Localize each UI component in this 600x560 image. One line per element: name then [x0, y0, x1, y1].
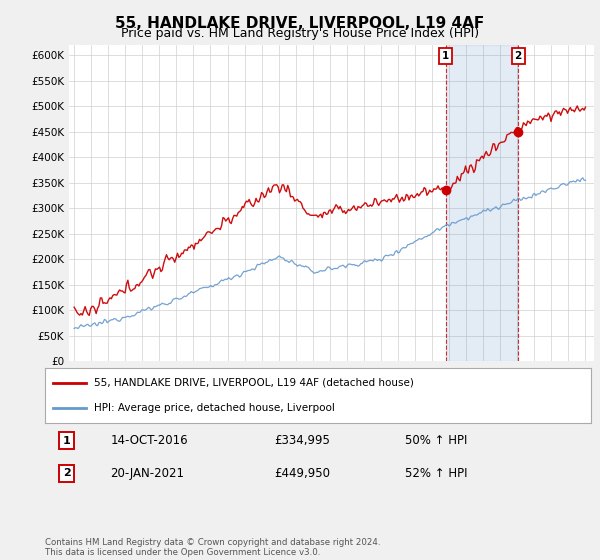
Text: 1: 1 — [63, 436, 71, 446]
Text: 1: 1 — [442, 51, 449, 61]
Text: 55, HANDLAKE DRIVE, LIVERPOOL, L19 4AF (detached house): 55, HANDLAKE DRIVE, LIVERPOOL, L19 4AF (… — [94, 378, 414, 388]
Text: 52% ↑ HPI: 52% ↑ HPI — [406, 467, 468, 480]
Bar — [446, 45, 518, 361]
Text: 50% ↑ HPI: 50% ↑ HPI — [406, 434, 468, 447]
Text: 55, HANDLAKE DRIVE, LIVERPOOL, L19 4AF: 55, HANDLAKE DRIVE, LIVERPOOL, L19 4AF — [115, 16, 485, 31]
Text: 2: 2 — [515, 51, 522, 61]
Text: £449,950: £449,950 — [274, 467, 331, 480]
Text: Contains HM Land Registry data © Crown copyright and database right 2024.
This d: Contains HM Land Registry data © Crown c… — [45, 538, 380, 557]
Text: 20-JAN-2021: 20-JAN-2021 — [110, 467, 185, 480]
Text: 14-OCT-2016: 14-OCT-2016 — [110, 434, 188, 447]
Text: 2: 2 — [63, 468, 71, 478]
Text: Price paid vs. HM Land Registry's House Price Index (HPI): Price paid vs. HM Land Registry's House … — [121, 27, 479, 40]
Text: £334,995: £334,995 — [274, 434, 330, 447]
Text: HPI: Average price, detached house, Liverpool: HPI: Average price, detached house, Live… — [94, 403, 335, 413]
